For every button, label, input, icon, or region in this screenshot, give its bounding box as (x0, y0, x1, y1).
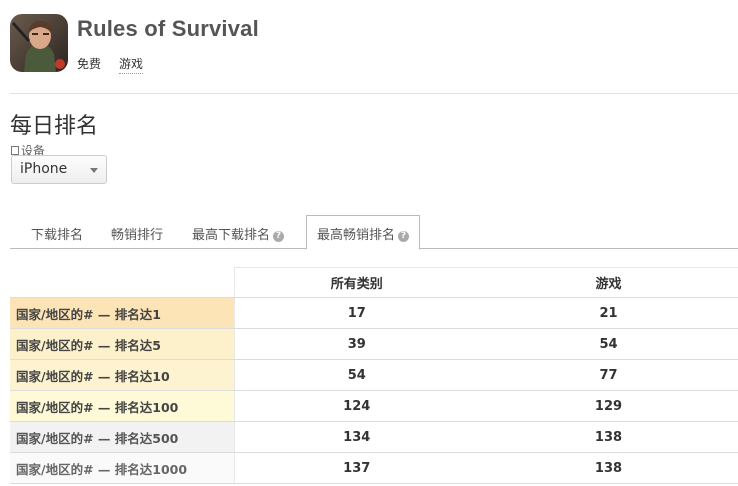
device-label: 设备 (11, 142, 45, 159)
tab-highest-grossing[interactable]: 最高畅销排名? (306, 215, 421, 250)
cell-all-categories: 137 (234, 452, 479, 484)
table-row: 国家/地区的# — 排名达5 39 54 (10, 328, 738, 360)
tab-label: 畅销排行 (111, 228, 164, 243)
cell-all-categories: 54 (234, 359, 479, 391)
table-row: 国家/地区的# — 排名达10 54 77 (10, 359, 738, 391)
ranking-tabs: 下载排名 畅销排行 最高下载排名? 最高畅销排名? (10, 215, 738, 250)
table-header-empty (10, 267, 235, 298)
tab-label: 最高下载排名 (192, 228, 271, 243)
help-icon[interactable]: ? (398, 231, 410, 242)
cell-games: 21 (479, 297, 738, 329)
device-select-value: iPhone (20, 161, 68, 177)
cell-games: 129 (479, 390, 738, 422)
row-label: 国家/地区的# — 排名达10 (10, 359, 235, 391)
cell-games: 54 (479, 328, 738, 360)
table-header-games: 游戏 (479, 267, 738, 298)
row-label: 国家/地区的# — 排名达100 (10, 390, 235, 422)
cell-all-categories: 17 (234, 297, 479, 329)
table-row: 国家/地区的# — 排名达1000 137 138 (10, 452, 738, 484)
cell-games: 138 (479, 452, 738, 484)
row-label: 国家/地区的# — 排名达5 (10, 328, 235, 360)
table-row: 国家/地区的# — 排名达100 124 129 (10, 390, 738, 422)
device-select[interactable]: iPhone (11, 155, 107, 184)
app-genre-link[interactable]: 游戏 (119, 55, 144, 74)
app-icon[interactable] (10, 14, 68, 72)
row-label: 国家/地区的# — 排名达1000 (10, 452, 235, 484)
table-header-row: 所有类别 游戏 (10, 267, 738, 298)
app-title: Rules of Survival (77, 16, 259, 41)
help-icon[interactable]: ? (273, 231, 285, 242)
cell-all-categories: 39 (234, 328, 479, 360)
cell-games: 138 (479, 421, 738, 453)
section-title: 每日排名 (10, 114, 99, 139)
tab-top-grossing[interactable]: 畅销排行 (111, 215, 163, 249)
cell-all-categories: 124 (234, 390, 479, 422)
row-label: 国家/地区的# — 排名达1 (10, 297, 235, 329)
device-label-text: 设备 (21, 144, 46, 158)
cell-games: 77 (479, 359, 738, 391)
device-icon (11, 146, 19, 155)
tab-label: 最高畅销排名 (317, 228, 396, 243)
cell-all-categories: 134 (234, 421, 479, 453)
tab-downloads[interactable]: 下载排名 (31, 215, 83, 249)
ranking-table: 所有类别 游戏 国家/地区的# — 排名达1 17 21 国家/地区的# — 排… (10, 267, 738, 484)
app-meta: 免费 游戏 (77, 55, 144, 74)
app-header: Rules of Survival 免费 游戏 (10, 14, 738, 94)
table-row: 国家/地区的# — 排名达1 17 21 (10, 297, 738, 329)
row-label: 国家/地区的# — 排名达500 (10, 421, 235, 453)
tab-highest-downloads[interactable]: 最高下载排名? (192, 215, 285, 249)
table-header-all-categories: 所有类别 (234, 267, 479, 298)
chevron-down-icon (90, 168, 98, 173)
app-price: 免费 (77, 57, 102, 71)
tab-label: 下载排名 (31, 228, 84, 243)
table-row: 国家/地区的# — 排名达500 134 138 (10, 421, 738, 453)
